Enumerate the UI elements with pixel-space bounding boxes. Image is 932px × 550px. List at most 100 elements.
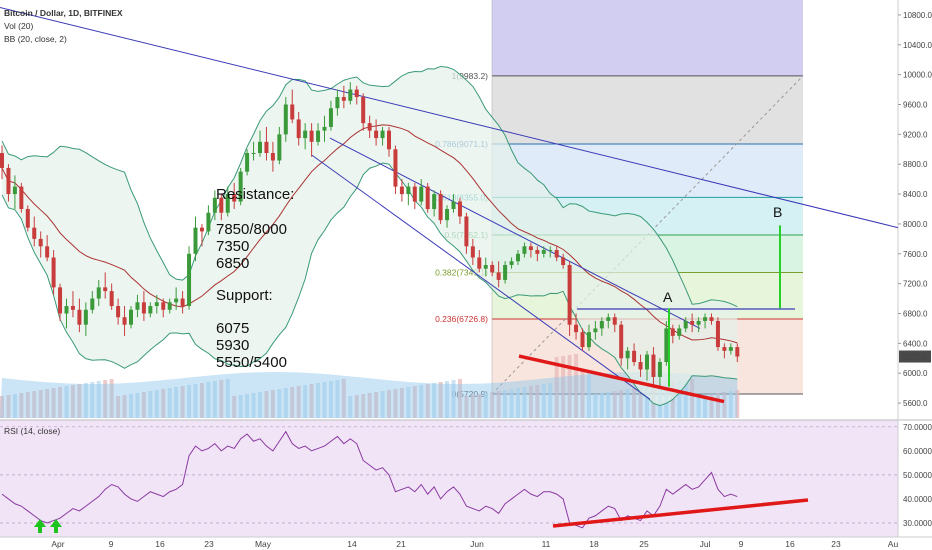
candle-body xyxy=(103,287,108,292)
rsi-y-tick-label: 50.0000 xyxy=(903,471,932,480)
candle-body xyxy=(483,264,488,269)
fib-zone-top xyxy=(492,0,803,76)
candle-body xyxy=(174,298,179,303)
candle-body xyxy=(522,246,527,254)
volume-bar xyxy=(412,386,417,418)
volume-bar xyxy=(451,380,456,418)
volume-bar xyxy=(735,390,740,418)
x-tick-label: 14 xyxy=(347,539,357,549)
candle-body xyxy=(399,186,404,195)
volume-bar xyxy=(728,391,733,418)
candle-body xyxy=(393,149,398,187)
candle-body xyxy=(548,250,553,252)
volume-bar xyxy=(580,371,585,418)
y-tick-label: 9200.0 xyxy=(903,130,928,139)
volume-bar xyxy=(522,387,527,418)
candle-body xyxy=(586,332,591,348)
candle-body xyxy=(406,186,411,195)
volume-bar xyxy=(419,385,424,418)
volume-bar xyxy=(593,394,598,418)
candle-body xyxy=(516,253,520,262)
candle-body xyxy=(167,302,172,310)
bb-fill xyxy=(2,66,738,406)
y-tick-label: 6800.0 xyxy=(903,310,928,319)
candle-body xyxy=(632,350,637,363)
volume-bar xyxy=(148,391,153,418)
candle-body xyxy=(651,354,656,377)
y-tick-label: 10000.0 xyxy=(903,71,932,80)
candle-body xyxy=(206,212,211,232)
candle-body xyxy=(277,134,282,161)
volume-bar xyxy=(277,389,282,418)
volume-bar xyxy=(445,381,450,418)
volume-bar xyxy=(703,395,708,418)
support-trendline-red xyxy=(518,354,725,404)
candle-body xyxy=(187,253,192,307)
trendline-long-resistance xyxy=(0,6,899,229)
candle-body xyxy=(625,350,630,359)
rsi-y-tick-label: 60.0000 xyxy=(903,447,932,456)
candle-body xyxy=(580,332,585,348)
support-level: 5930 xyxy=(216,337,249,354)
marker-a-label: A xyxy=(663,289,673,305)
candle-body xyxy=(141,302,146,314)
rsi-label: RSI (14, close) xyxy=(4,426,60,436)
rsi-panel-bg xyxy=(0,420,898,537)
volume-bar xyxy=(258,392,262,418)
channel-upper-line xyxy=(329,137,701,329)
resistance-title: Resistance: xyxy=(216,186,294,203)
bb-lower-line xyxy=(1,162,738,407)
candle-body xyxy=(348,89,353,101)
chart-title: Bitcoin / Dollar, 1D, BITFINEX xyxy=(4,8,123,18)
volume-bar xyxy=(309,384,314,418)
x-tick-label: 11 xyxy=(542,539,551,549)
volume-bar xyxy=(574,354,579,418)
candle-body xyxy=(38,238,43,247)
volume-bar xyxy=(135,393,140,418)
volume-bar xyxy=(645,386,649,418)
volume-bar xyxy=(238,395,243,418)
green-arrow-icon xyxy=(50,519,62,533)
volume-bar xyxy=(599,393,604,418)
volume-bar xyxy=(167,388,172,418)
volume-bar xyxy=(528,386,533,418)
rsi-y-tick-label: 70.0000 xyxy=(903,423,932,432)
indicator-bb: BB (20, close, 2) xyxy=(4,34,67,44)
candle-body xyxy=(503,264,508,280)
candle-body xyxy=(245,153,250,172)
volume-bar xyxy=(548,383,553,418)
volume-bar xyxy=(632,388,637,418)
candle-body xyxy=(70,306,75,310)
volume-bar xyxy=(567,355,572,418)
volume-bar xyxy=(77,384,82,418)
volume-bar xyxy=(516,388,520,418)
volume-bar xyxy=(354,395,359,418)
volume-bar xyxy=(232,396,237,418)
x-tick-label: May xyxy=(255,539,272,549)
volume-bar xyxy=(535,385,540,418)
candle-body xyxy=(612,317,617,325)
resistance-level: 7350 xyxy=(216,238,249,255)
volume-bar xyxy=(380,391,385,418)
x-tick-label: Au xyxy=(888,539,899,549)
candle-body xyxy=(645,354,649,370)
volume-bar xyxy=(103,380,108,418)
candle-body xyxy=(64,306,69,314)
marker-b-label: B xyxy=(773,204,782,220)
volume-bar xyxy=(425,384,430,418)
x-tick-label: Jul xyxy=(700,539,711,549)
fib-zone-0 xyxy=(492,75,803,144)
y-tick-label: 10400.0 xyxy=(903,41,932,50)
y-tick-label: 10800.0 xyxy=(903,11,932,20)
candle-body xyxy=(251,153,256,155)
candle-body xyxy=(599,320,604,329)
candle-body xyxy=(490,264,495,273)
volume-bar xyxy=(161,389,166,418)
volume-bar xyxy=(32,391,37,418)
volume-bar xyxy=(696,396,701,418)
volume-bar xyxy=(374,392,379,418)
candle-body xyxy=(419,186,424,202)
fib-label-6: 0(5720.9) xyxy=(452,389,489,399)
candle-body xyxy=(354,89,359,98)
